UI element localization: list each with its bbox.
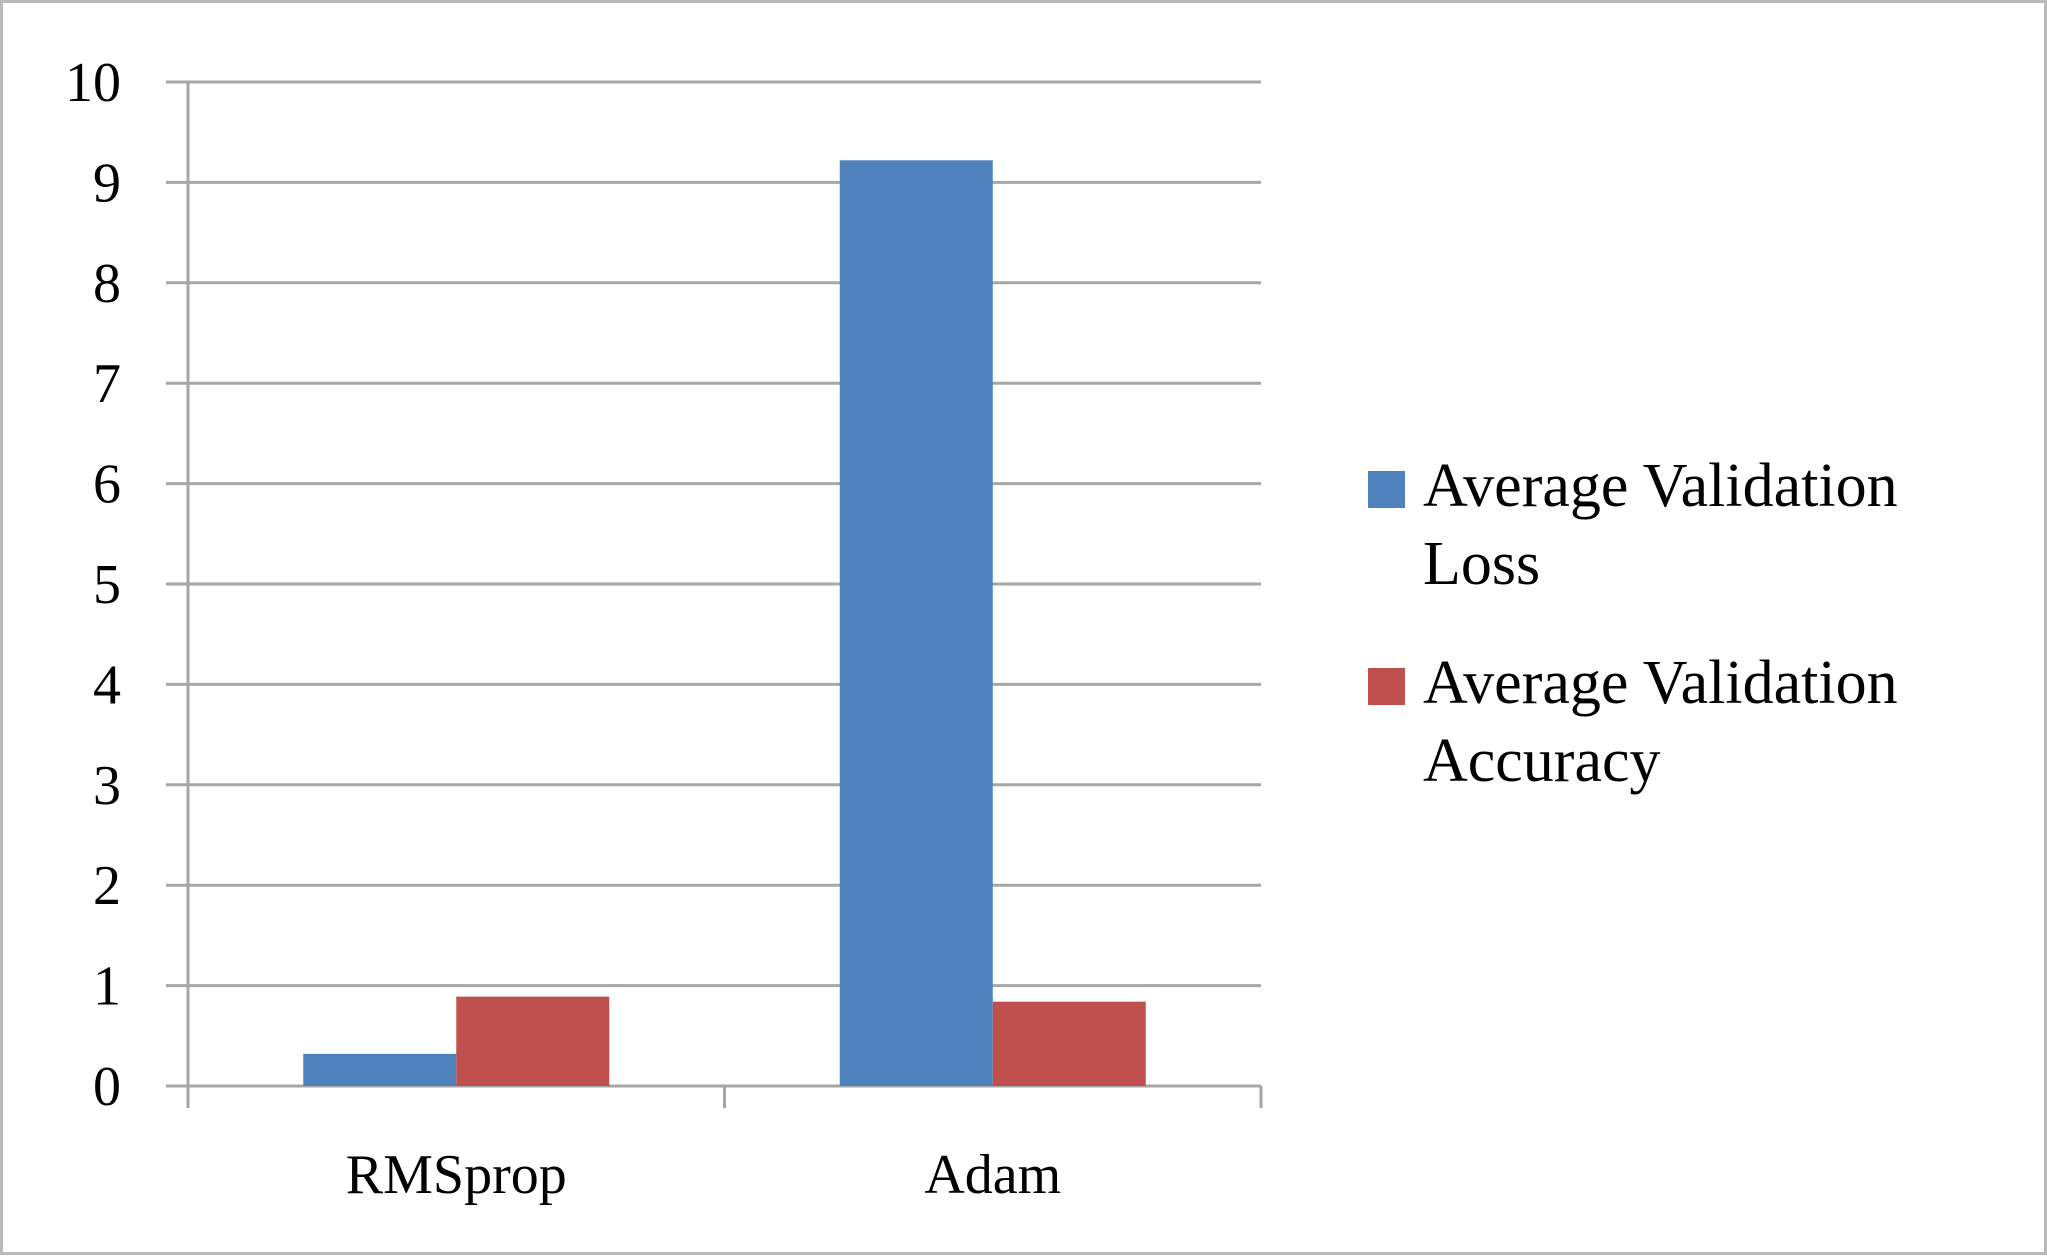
bar-rmsprop-series-1 — [303, 1053, 457, 1086]
x-tick-labels: RMSprop Adam — [346, 1144, 1061, 1206]
y-tick-label: 5 — [93, 554, 121, 616]
legend-label-2-line-2: Accuracy — [1423, 727, 1661, 795]
y-tick-label: 1 — [93, 956, 121, 1018]
axes — [166, 80, 1263, 1108]
legend-label-1-line-1: Average Validation — [1423, 452, 1898, 520]
y-tick-label: 0 — [93, 1056, 121, 1118]
bar-adam-series-2 — [992, 1001, 1146, 1086]
legend: Average Validation Loss Average Validation… — [1368, 452, 1898, 795]
legend-label-1-line-2: Loss — [1423, 530, 1540, 598]
legend-label-2-line-1: Average Validation — [1423, 649, 1898, 717]
y-tick-label: 2 — [93, 855, 121, 917]
x-tick-label: Adam — [924, 1144, 1061, 1206]
legend-swatch-2 — [1368, 668, 1405, 705]
x-tick-label: RMSprop — [346, 1144, 567, 1206]
bars — [303, 160, 1146, 1086]
y-tick-label: 8 — [93, 253, 121, 315]
y-tick-label: 9 — [93, 152, 121, 214]
gridlines — [188, 80, 1261, 988]
y-tick-label: 4 — [93, 654, 121, 716]
y-tick-label: 7 — [93, 353, 121, 415]
bar-chart: 0 1 2 3 4 5 6 7 8 9 10 RMSprop Adam Average Validat… — [65, 52, 1898, 1206]
y-tick-label: 6 — [93, 454, 121, 516]
bar-rmsprop-series-2 — [456, 996, 610, 1086]
y-tick-label: 3 — [93, 755, 121, 817]
y-tick-labels: 0 1 2 3 4 5 6 7 8 9 10 — [65, 52, 121, 1118]
y-tick-label: 10 — [65, 52, 121, 114]
bar-adam-series-1 — [839, 160, 993, 1086]
legend-swatch-1 — [1368, 471, 1405, 508]
